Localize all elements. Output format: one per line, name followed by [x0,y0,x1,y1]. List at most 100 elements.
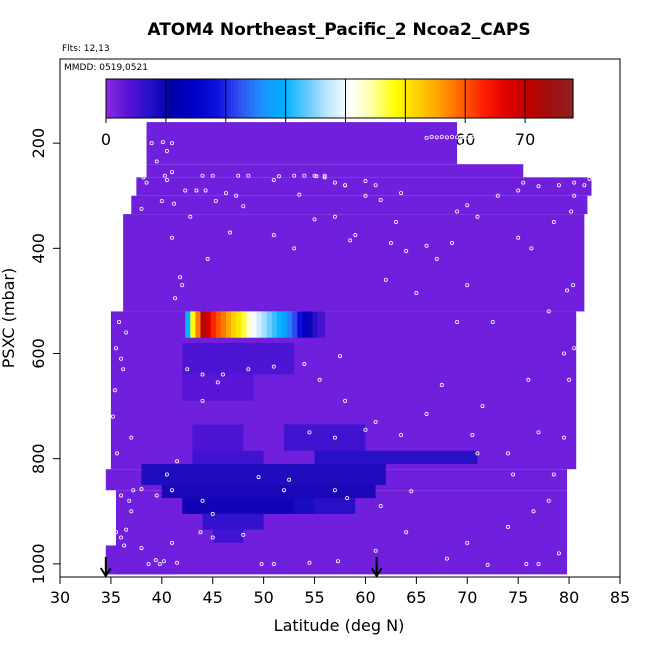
observation-point [393,220,398,225]
observation-point [322,175,327,180]
band-cell [200,311,206,338]
chart-title: ATOM4 Northeast_Pacific_2 Ncoa2_CAPS [147,20,530,40]
observation-point [246,173,251,178]
band-cell [231,311,237,338]
colorbar-segment [483,79,488,118]
observation-point [556,183,561,188]
colorbar-segment [440,79,446,118]
observation-point [169,141,174,146]
observation-point [124,330,129,335]
colorbar-segment [316,79,321,118]
observation-point [332,214,337,219]
observation-point [112,388,117,393]
observation-point [526,377,531,382]
x-tick-label: 80 [559,588,579,607]
colorbar-segment [565,79,570,118]
colorbar-segment [172,79,177,118]
colorbar-segment [499,79,504,118]
colorbar-segment [137,79,142,118]
band-cell [302,311,308,338]
observation-point [404,530,409,535]
band-cell [190,311,196,338]
band-cell [225,311,232,338]
colorbar-segment [253,79,259,118]
colorbar-segment [366,79,372,118]
y-tick-label: 600 [29,338,48,369]
dates-annotation: MMDD: 0519,0521 [64,63,148,73]
colorbar-segment [405,79,411,118]
data-cell [294,498,356,514]
colorbar-segment [141,79,146,118]
observation-point [505,525,510,530]
observation-point [241,204,246,209]
observation-point [475,135,480,140]
data-cell [161,484,376,499]
band-cell [180,311,186,338]
observation-point [572,346,577,351]
observation-point [194,188,199,193]
observation-point [511,472,516,477]
observation-point [302,173,307,178]
observation-point [220,372,225,377]
y-axis-label: PSXC (mbar) [0,268,18,368]
colorbar-segment [168,79,173,118]
colorbar-segment [246,79,251,118]
observation-point [335,559,340,564]
colorbar-segment [429,79,434,118]
observation-point [460,134,465,139]
observation-point [562,435,567,440]
observation-point [551,220,556,225]
observation-point [424,411,429,416]
colorbar-segment [226,79,232,118]
colorbar-segment [355,79,360,118]
observation-point [256,475,261,480]
colorbar-segment [292,79,298,118]
observation-point [215,380,220,385]
colorbar-segment [448,79,453,118]
observation-point [571,283,576,288]
observation-point [449,134,454,139]
observation-point [271,364,276,369]
colorbar-tick-label: 0 [101,130,111,149]
colorbar-segment [214,79,220,118]
data-cell [182,498,315,514]
observation-point [485,562,490,567]
observation-point [332,488,337,493]
observation-point [383,277,388,282]
colorbar-segment [561,79,566,118]
colorbar-segment [530,79,535,118]
observation-point [153,558,158,563]
observation-point [363,193,368,198]
observation-point [287,477,292,482]
colorbar-segment [152,79,158,118]
colorbar-segment [510,79,516,118]
observation-point [524,561,529,566]
flights-annotation: Flts: 12,13 [62,44,110,54]
observation-point [259,561,264,566]
observation-point [424,243,429,248]
y-tick-label: 1000 [29,543,48,584]
observation-point [173,296,178,301]
observation-point [161,559,166,564]
observation-point [302,362,307,367]
x-tick-label: 75 [508,588,528,607]
observation-point [475,214,480,219]
observation-point [119,535,124,540]
coverage-block [136,177,592,196]
y-tick-label: 400 [29,233,48,264]
observation-point [490,319,495,324]
colorbar-segment [273,79,278,118]
colorbar-segment [382,79,387,118]
coverage-block [146,164,524,178]
observation-point [531,509,536,514]
observation-point [465,203,470,208]
arrow-marker-head [99,567,112,578]
colorbar-segment [203,79,208,118]
band-cell [220,311,227,338]
observation-point [495,135,500,140]
colorbar-segment [386,79,391,118]
observation-point [455,135,460,140]
observation-point [200,398,205,403]
x-axis-label: Latitude (deg N) [274,616,405,635]
band-cell [261,311,268,338]
